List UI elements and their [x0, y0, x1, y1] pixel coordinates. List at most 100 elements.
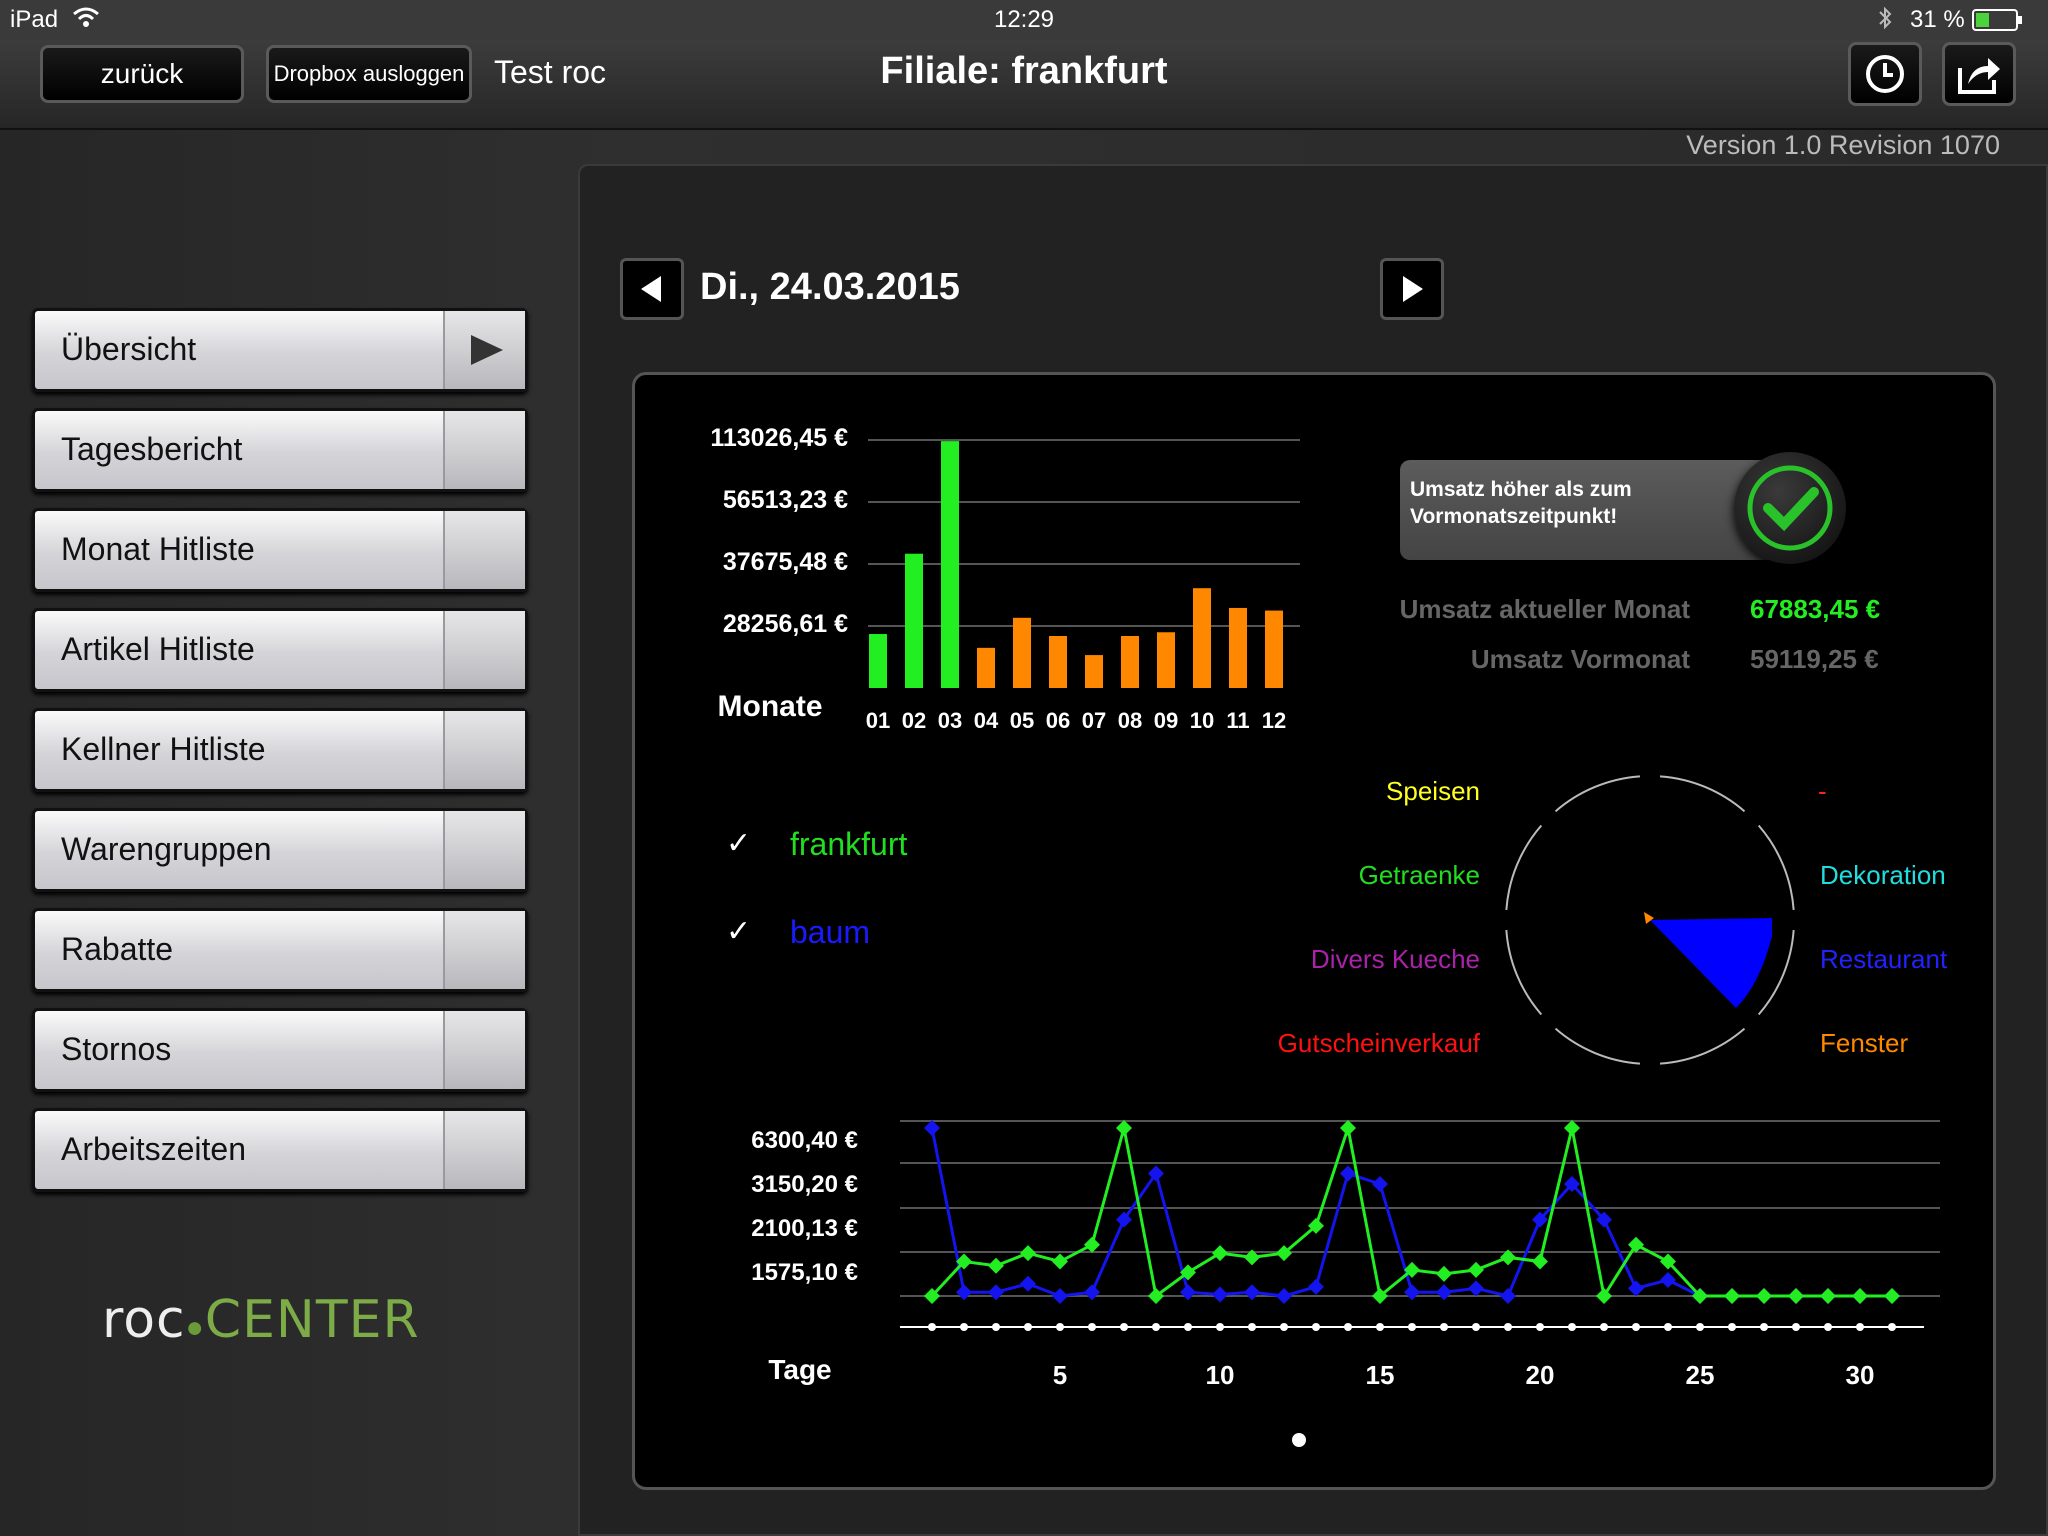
- pie-ring-segment: [1505, 929, 1543, 1016]
- line-point-baum: [1660, 1272, 1676, 1289]
- sidebar-item-label: Tagesbericht: [61, 431, 243, 467]
- bar-xtick-label: 09: [1153, 708, 1179, 733]
- pie-label-restaurant: Restaurant: [1820, 944, 1948, 974]
- page-title: Filiale: frankfurt: [880, 50, 1168, 92]
- line-point-baum: [956, 1284, 972, 1301]
- sidebar-item-label: Monat Hitliste: [61, 531, 255, 567]
- checkmark-icon: ✓: [726, 915, 752, 948]
- sidebar-item-tagesbericht[interactable]: Tagesbericht: [32, 408, 528, 492]
- line-point-frankfurt: [988, 1257, 1004, 1274]
- line-point-baum: [1180, 1284, 1196, 1301]
- sidebar-item-rabatte[interactable]: Rabatte: [32, 908, 528, 992]
- day-tick-dot: [928, 1323, 936, 1331]
- line-point-frankfurt: [1852, 1288, 1868, 1304]
- share-button[interactable]: [1942, 42, 2016, 106]
- arrow-left-icon: [641, 276, 661, 302]
- sidebar-item-arbeitszeiten[interactable]: Arbeitszeiten: [32, 1108, 528, 1192]
- checkmark-badge: [1734, 452, 1846, 564]
- line-point-baum: [1212, 1286, 1228, 1303]
- sidebar-item-label: Übersicht: [61, 331, 197, 367]
- day-tick-dot: [1504, 1323, 1512, 1331]
- dropbox-logout-button[interactable]: Dropbox ausloggen: [266, 45, 472, 103]
- bar-month-10: [1193, 588, 1211, 688]
- sidebar-item--bersicht[interactable]: Übersicht: [32, 308, 528, 392]
- day-tick-dot: [1088, 1323, 1096, 1331]
- page-indicator-dot[interactable]: [1292, 1433, 1306, 1447]
- day-tick-dot: [1280, 1323, 1288, 1331]
- line-point-baum: [1116, 1211, 1132, 1228]
- previous-month-value: 59119,25 €: [1750, 644, 1879, 674]
- pie-label-getraenke: Getraenke: [1358, 860, 1480, 890]
- sidebar-item-tab: [443, 511, 525, 589]
- previous-month-label: Umsatz Vormonat: [1470, 644, 1690, 674]
- line-point-baum: [1020, 1275, 1036, 1292]
- line-xtick-label: 20: [1526, 1360, 1555, 1390]
- bar-month-05: [1013, 617, 1031, 688]
- sidebar-item-tab: [443, 911, 525, 989]
- line-point-frankfurt: [1820, 1288, 1836, 1304]
- day-tick-dot: [1248, 1323, 1256, 1331]
- bar-xtick-label: 01: [865, 708, 891, 733]
- line-point-frankfurt: [1372, 1288, 1388, 1304]
- line-point-frankfurt: [1596, 1288, 1612, 1304]
- line-point-baum: [1148, 1165, 1164, 1182]
- pie-label-divers-kueche: Divers Kueche: [1310, 944, 1480, 974]
- pie-slice-restaurant: [1650, 918, 1772, 1008]
- day-tick-dot: [1152, 1323, 1160, 1331]
- date-label: Di., 24.03.2015: [700, 266, 960, 308]
- line-point-frankfurt: [1180, 1264, 1196, 1281]
- line-point-frankfurt: [1788, 1288, 1804, 1304]
- sidebar-item-label: Arbeitszeiten: [61, 1131, 246, 1167]
- share-icon: [1958, 58, 2000, 94]
- line-point-baum: [924, 1120, 940, 1136]
- history-button[interactable]: [1848, 42, 1922, 106]
- pie-label-gutscheinverkauf: Gutscheinverkauf: [1277, 1028, 1480, 1058]
- sidebar-item-kellner-hitliste[interactable]: Kellner Hitliste: [32, 708, 528, 792]
- line-xtick-label: 15: [1366, 1360, 1395, 1390]
- branch-name: frankfurt: [790, 826, 908, 862]
- bar-xtick-label: 07: [1081, 708, 1107, 733]
- line-point-baum: [1436, 1284, 1452, 1301]
- bar-ytick-label: 113026,45 €: [710, 424, 848, 452]
- day-tick-dot: [1440, 1323, 1448, 1331]
- bar-month-07: [1085, 655, 1103, 688]
- bar-month-08: [1121, 635, 1139, 688]
- comparison-message: Umsatz höher als zum Vormonatszeitpunkt!: [1410, 478, 1632, 528]
- line-point-frankfurt: [1628, 1236, 1644, 1253]
- back-button[interactable]: zurück: [40, 45, 244, 103]
- sidebar-item-stornos[interactable]: Stornos: [32, 1008, 528, 1092]
- line-point-baum: [1244, 1284, 1260, 1301]
- sidebar-item-warengruppen[interactable]: Warengruppen: [32, 808, 528, 892]
- next-day-button[interactable]: [1380, 258, 1444, 320]
- line-point-frankfurt: [1340, 1120, 1356, 1136]
- sidebar-item-tab: [443, 811, 525, 889]
- checkmark-icon: [1747, 465, 1833, 551]
- line-point-frankfurt: [1564, 1120, 1580, 1136]
- day-tick-dot: [1856, 1323, 1864, 1331]
- version-label: Version 1.0 Revision 1070: [1686, 130, 2000, 160]
- bar-chart-xlabel: Monate: [717, 690, 823, 723]
- pie-label-: -: [1818, 776, 1827, 806]
- bluetooth-icon: [1878, 6, 1892, 37]
- pie-label-dekoration: Dekoration: [1820, 860, 1946, 890]
- bar-xtick-label: 02: [901, 708, 927, 733]
- line-point-frankfurt: [1404, 1261, 1420, 1278]
- sidebar-item-monat-hitliste[interactable]: Monat Hitliste: [32, 508, 528, 592]
- day-tick-dot: [1600, 1323, 1608, 1331]
- sidebar-item-label: Stornos: [61, 1031, 172, 1067]
- arrow-right-icon: [1403, 276, 1423, 302]
- navigation-bar: zurück Dropbox ausloggen Test roc Filial…: [0, 40, 2048, 130]
- bar-xtick-label: 10: [1189, 708, 1215, 733]
- line-point-frankfurt: [1244, 1249, 1260, 1266]
- sidebar-item-artikel-hitliste[interactable]: Artikel Hitliste: [32, 608, 528, 692]
- sidebar-item-tab: [443, 411, 525, 489]
- line-point-frankfurt: [1052, 1253, 1068, 1270]
- line-point-frankfurt: [1532, 1253, 1548, 1270]
- day-tick-dot: [1056, 1323, 1064, 1331]
- bar-month-06: [1049, 635, 1067, 688]
- day-tick-dot: [1824, 1323, 1832, 1331]
- sidebar-item-label: Artikel Hitliste: [61, 631, 255, 667]
- previous-day-button[interactable]: [620, 258, 684, 320]
- clock-time: 12:29: [993, 6, 1055, 33]
